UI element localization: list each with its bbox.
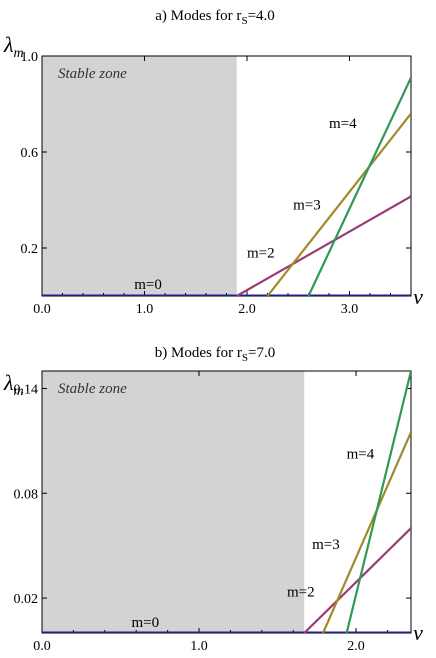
series-label-m2: m=2 (287, 584, 315, 600)
stable-zone (42, 371, 305, 633)
series-label-m3: m=3 (312, 537, 340, 553)
y-axis-label-main: λ (3, 370, 14, 395)
series-label-m0: m=0 (132, 615, 160, 631)
y-tick-label: 0.14 (14, 382, 39, 397)
y-tick-label: 0.02 (14, 592, 39, 607)
y-tick-label: 0.6 (21, 146, 39, 161)
x-tick-label: 2.0 (347, 639, 365, 654)
series-label-m2: m=2 (247, 246, 275, 262)
series-label-m4: m=4 (347, 446, 375, 462)
chart-title: a) Modes for rS=4.0 (155, 8, 275, 27)
chart-title-main: b) Modes for r (155, 345, 242, 361)
chart-title-suffix: =7.0 (248, 345, 275, 361)
x-tick-label: 1.0 (190, 639, 208, 654)
series-label-m4: m=4 (329, 116, 357, 132)
y-axis-label-sub: m (14, 384, 24, 399)
series-label-m3: m=3 (293, 198, 321, 214)
stable-zone-label: Stable zone (58, 381, 127, 397)
series-line-m2 (236, 195, 411, 296)
y-tick-label: 1.0 (21, 50, 39, 65)
chart-title-suffix: =4.0 (248, 8, 275, 24)
y-tick-label: 0.2 (21, 242, 39, 257)
stable-zone-label: Stable zone (58, 66, 127, 82)
y-tick-label: 0.08 (14, 487, 39, 502)
x-tick-label: 3.0 (341, 302, 359, 317)
y-axis-label: λm (3, 370, 24, 399)
chart-title-main: a) Modes for r (155, 8, 241, 24)
stable-zone (42, 56, 237, 296)
series-line-m3 (322, 431, 411, 633)
x-axis-label: ν (413, 620, 423, 645)
series-line-m4 (345, 371, 411, 633)
series-label-m0: m=0 (134, 277, 162, 293)
y-axis-label-main: λ (3, 32, 14, 57)
y-axis-label-sub: m (14, 46, 24, 61)
y-axis-label: λm (3, 32, 24, 61)
x-tick-label: 0.0 (33, 302, 51, 317)
x-tick-label: 0.0 (33, 639, 51, 654)
series-line-m2 (303, 527, 411, 633)
x-tick-label: 2.0 (238, 302, 256, 317)
chart-title-sub: S (242, 352, 248, 364)
series-line-m4 (307, 77, 411, 296)
series-line-m3 (266, 112, 411, 296)
chart-title: b) Modes for rS=7.0 (155, 345, 275, 364)
x-tick-label: 1.0 (136, 302, 154, 317)
x-axis-label: ν (413, 284, 423, 309)
chart-title-sub: S (241, 15, 247, 27)
